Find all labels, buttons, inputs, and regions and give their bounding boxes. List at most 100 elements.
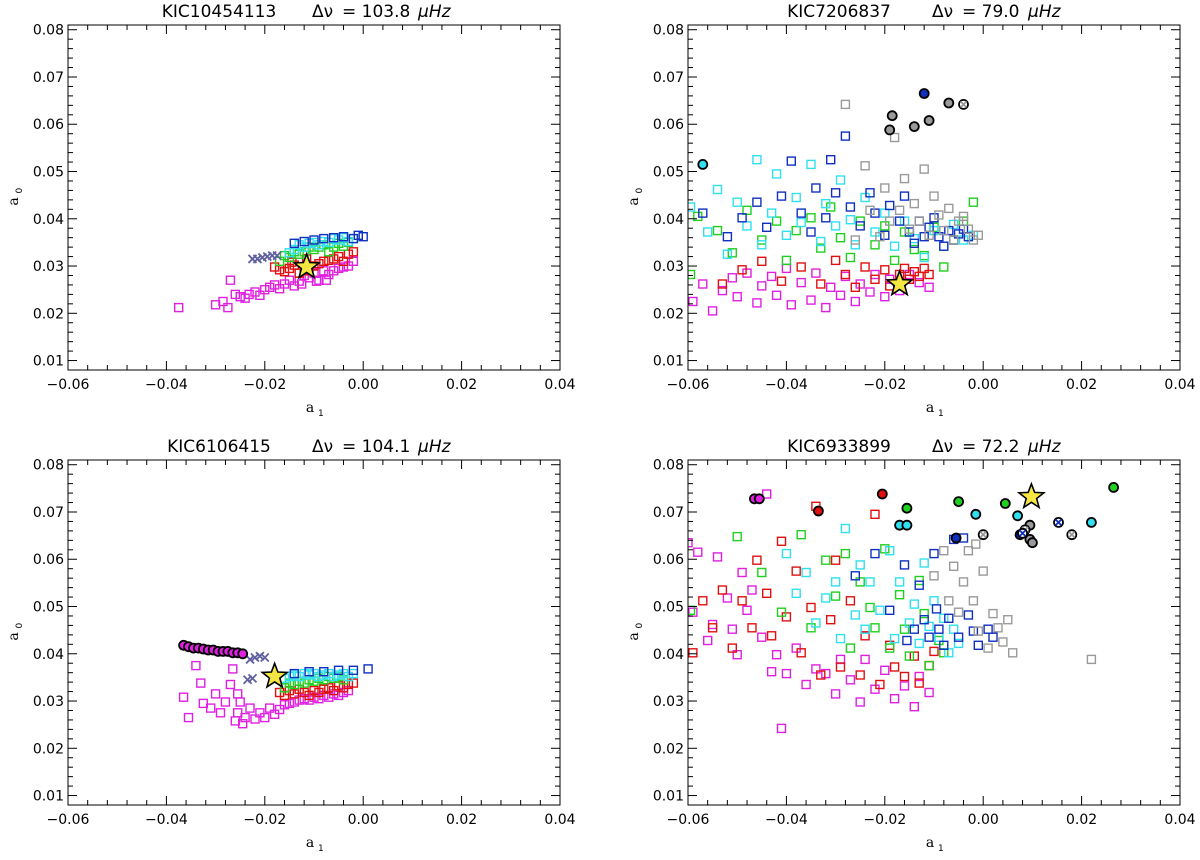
y-tick-label: 0.08: [653, 458, 684, 474]
y-axis-label-sub: 0: [15, 188, 25, 194]
point-magenta: [742, 605, 752, 615]
point-magenta: [218, 296, 228, 307]
point-magenta: [791, 643, 801, 653]
point-magenta: [880, 292, 890, 302]
point-magenta: [722, 593, 733, 603]
point-green: [771, 216, 782, 226]
y-axis-label-sub: 0: [15, 623, 25, 629]
point-blue: [870, 548, 880, 559]
point-magenta: [232, 708, 243, 718]
y-axis-label: a: [626, 632, 642, 640]
panel-title-star: KIC6933899: [787, 437, 891, 457]
point-blue: [899, 191, 910, 201]
point-cyan: [703, 227, 713, 237]
x-axis-label: a: [306, 835, 314, 851]
point-magenta: [870, 269, 880, 280]
point-crosses: [247, 673, 258, 683]
point-gray: [840, 99, 851, 110]
point-cyan: [771, 169, 782, 179]
point-magenta: [220, 697, 231, 707]
point-magenta: [924, 282, 934, 292]
point-green: [727, 248, 737, 258]
point-cyan: [796, 217, 806, 228]
point-cyan-circles: [970, 508, 982, 520]
point-red: [796, 648, 806, 658]
point-red: [698, 596, 708, 606]
point-magenta: [319, 690, 329, 701]
best-fit-star: [1016, 481, 1046, 510]
point-magenta: [757, 281, 767, 291]
point-gray: [909, 198, 919, 209]
point-crosses: [245, 654, 255, 665]
point-magenta: [865, 287, 875, 297]
point-magenta: [228, 664, 238, 674]
point-magenta: [348, 256, 359, 266]
point-cyan: [314, 671, 324, 682]
point-red: [299, 687, 309, 698]
point-cyan: [343, 671, 354, 682]
y-axis-label: a: [6, 197, 22, 205]
point-red: [707, 623, 718, 633]
point-cyan: [885, 546, 895, 556]
point-cyan: [811, 618, 821, 628]
point-magenta: [703, 635, 713, 646]
y-tick-label: 0.08: [33, 23, 64, 39]
point-cyan: [835, 633, 846, 644]
point-blue: [958, 224, 969, 234]
x-tick-label: −0.06: [47, 812, 90, 828]
point-magenta: [333, 690, 344, 701]
point-magenta: [924, 687, 934, 698]
point-cyan: [850, 240, 860, 250]
x-tick-label: −0.02: [863, 812, 906, 828]
point-cyan: [944, 648, 954, 658]
point-gray: [885, 216, 895, 226]
point-gray: [973, 230, 983, 241]
point-magenta: [830, 689, 841, 699]
point-gray: [953, 607, 964, 617]
y-axis-label-group: a0: [6, 623, 25, 641]
y-tick-label: 0.06: [33, 117, 64, 133]
point-gray: [949, 235, 959, 245]
y-tick-label: 0.06: [33, 552, 64, 568]
point-gray-circle-cross: [958, 99, 969, 110]
point-gray-circles: [886, 110, 898, 122]
point-gray: [1003, 615, 1013, 625]
point-green: [845, 643, 856, 653]
point-gray: [899, 173, 910, 184]
point-blue: [944, 613, 954, 623]
y-tick-label: 0.03: [33, 259, 64, 275]
y-tick-label: 0.02: [653, 741, 684, 757]
point-blue: [924, 632, 934, 642]
point-cyan: [949, 624, 959, 634]
point-gray: [939, 225, 949, 236]
point-cyan: [904, 618, 915, 628]
point-red: [840, 269, 851, 280]
point-magenta: [747, 585, 757, 595]
point-green: [338, 675, 349, 685]
point-gray: [1086, 654, 1097, 665]
y-tick-label: 0.03: [653, 259, 684, 275]
x-tick-label: 0.04: [544, 377, 575, 393]
point-red: [333, 681, 344, 691]
panel-title-unit: μHz: [1027, 2, 1062, 22]
point-cyan: [333, 670, 344, 680]
point-cyan: [949, 219, 959, 230]
panel-KIC6933899: KIC6933899 Δν = 72.2 μHz −0.06 −0.04 −0.02 0.00…: [626, 437, 1196, 854]
point-green: [757, 235, 767, 245]
point-gray: [924, 230, 934, 241]
x-tick-label: 0.00: [348, 377, 379, 393]
point-blue-circle-cross: [1017, 527, 1028, 539]
point-blue: [944, 225, 954, 236]
point-cyan: [865, 577, 875, 587]
point-magenta: [870, 684, 880, 694]
point-green: [968, 197, 979, 207]
point-magenta: [850, 296, 860, 307]
point-cyan: [830, 221, 841, 231]
point-red: [762, 588, 772, 598]
point-green: [757, 567, 767, 578]
point-red: [830, 555, 841, 565]
point-red: [757, 256, 767, 266]
point-green: [688, 269, 696, 280]
panel-title-delta-nu: Δν: [312, 437, 333, 457]
point-magenta: [250, 714, 260, 724]
